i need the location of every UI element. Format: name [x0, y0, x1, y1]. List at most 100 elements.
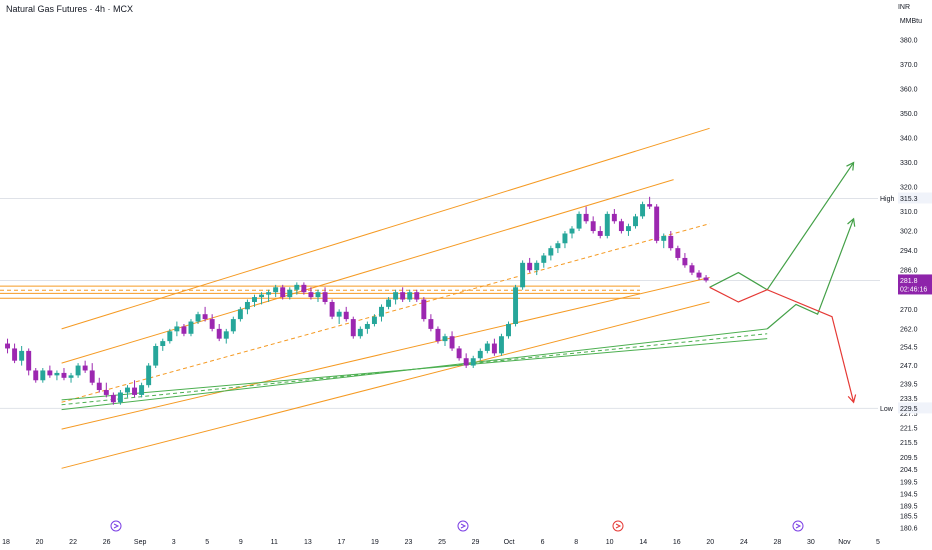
projection-alt-up-arrow — [766, 218, 855, 330]
candle-body — [555, 243, 561, 249]
x-tick-label: 20 — [36, 539, 44, 546]
x-tick-label: 3 — [172, 539, 176, 546]
candle-body — [703, 277, 709, 281]
tag-side-bg — [878, 192, 896, 204]
candle-body — [379, 306, 384, 317]
candle-body — [470, 358, 476, 366]
y-tick-label: 247.0 — [900, 363, 918, 370]
y-tick-label: 270.0 — [900, 307, 918, 314]
candle-body — [343, 311, 349, 320]
x-tick-label: 26 — [103, 539, 111, 546]
projection-down-arrow-head — [847, 394, 857, 404]
x-tick-label: 14 — [639, 539, 647, 546]
projection-up-arrow-head — [846, 161, 855, 171]
candle-body — [202, 314, 208, 320]
candle-body — [230, 319, 236, 332]
y-tick-label: 215.5 — [900, 440, 918, 447]
high-tag-caption: High — [880, 196, 895, 203]
x-tick-label: 9 — [239, 539, 243, 546]
candle-body — [61, 372, 67, 378]
candle-body — [280, 287, 286, 298]
event-arrow-icon — [113, 523, 120, 529]
candle-body — [188, 321, 194, 334]
candle-body — [273, 287, 279, 293]
x-tick-label: 5 — [876, 539, 880, 546]
candle-body — [428, 319, 434, 329]
y-tick-label: 194.5 — [900, 491, 918, 498]
channel-line — [61, 277, 710, 430]
candle-body — [357, 328, 363, 337]
current-price-value: 281.8 — [900, 278, 918, 285]
x-tick-label: 23 — [405, 539, 413, 546]
y-tick-label: 330.0 — [900, 160, 918, 167]
candle-body — [287, 289, 293, 298]
x-tick-label: 6 — [541, 539, 545, 546]
y-tick-label: 360.0 — [900, 87, 918, 94]
candle-body — [611, 213, 617, 222]
x-tick-label: 11 — [271, 539, 278, 546]
candle-body — [153, 346, 159, 366]
candle-body — [33, 370, 39, 381]
candle-body — [216, 328, 222, 339]
candle-body — [40, 370, 46, 381]
event-arrow-icon — [795, 523, 802, 529]
candle-body — [132, 387, 138, 395]
candle-body — [195, 314, 201, 322]
high-tag-bg — [898, 192, 932, 204]
candle-body — [689, 265, 695, 273]
y-axis: 180.6 185.5 189.5 194.5 199.5 204.5 209.5 215.5… — [900, 38, 918, 533]
x-axis: 18 20 22 26 Sep 3 5 9 11 13 17 19 23 25 29 Oct 6 8 10 14 16 2… — [2, 539, 880, 546]
channel-line — [61, 127, 710, 330]
channel-lines — [61, 127, 710, 469]
candle-body — [308, 292, 314, 298]
candle-body — [604, 213, 610, 236]
y-tick-label: 340.0 — [900, 136, 918, 143]
y-tick-label: 185.5 — [900, 514, 918, 521]
x-tick-label: 13 — [304, 539, 312, 546]
event-icon — [612, 520, 624, 532]
candle-body — [252, 297, 257, 302]
x-tick-label: Sep — [134, 539, 147, 546]
candle-body — [400, 292, 406, 300]
x-tick-label: Oct — [504, 539, 515, 546]
y-tick-label: 199.5 — [900, 479, 918, 486]
candle-body — [75, 365, 81, 376]
candle-body — [534, 262, 540, 271]
candle-body — [477, 350, 483, 359]
candle-body — [393, 292, 399, 300]
candle-body — [174, 326, 180, 332]
candle-body — [569, 228, 575, 234]
x-tick-label: 17 — [337, 539, 345, 546]
x-tick-label: 29 — [472, 539, 480, 546]
unit-label: MMBtu — [899, 18, 922, 25]
candle-body — [414, 292, 420, 300]
y-tick-label: 370.0 — [900, 62, 918, 69]
currency-label: INR — [897, 4, 910, 11]
candle-body — [548, 248, 554, 256]
candle-body — [668, 235, 674, 249]
candle-body — [696, 272, 702, 278]
low-tag-bg — [898, 402, 932, 414]
y-tick-label: 350.0 — [900, 111, 918, 118]
x-tick-label: Nov — [838, 539, 851, 546]
y-tick-label: 286.0 — [900, 268, 918, 275]
candle-body — [590, 221, 596, 232]
candle-body — [125, 387, 130, 393]
y-tick-label: 320.0 — [900, 185, 918, 192]
candle-body — [541, 255, 547, 263]
candle-body — [266, 292, 272, 295]
projection-alt-up-arrow-head — [847, 217, 856, 227]
candle-body — [520, 262, 526, 288]
candle-body — [12, 348, 18, 361]
candle-body — [407, 292, 413, 300]
candle-body — [223, 331, 229, 339]
candle-body — [336, 311, 342, 317]
x-tick-label: 24 — [740, 539, 748, 546]
low-tag-value: 229.5 — [900, 406, 918, 413]
projection-arrows — [709, 161, 857, 404]
candle-body — [181, 326, 187, 334]
channel-line — [61, 223, 710, 403]
price-tags: High 315.3 Low 229.5 281.802:46:16 — [878, 192, 932, 414]
candle-body — [647, 204, 653, 207]
